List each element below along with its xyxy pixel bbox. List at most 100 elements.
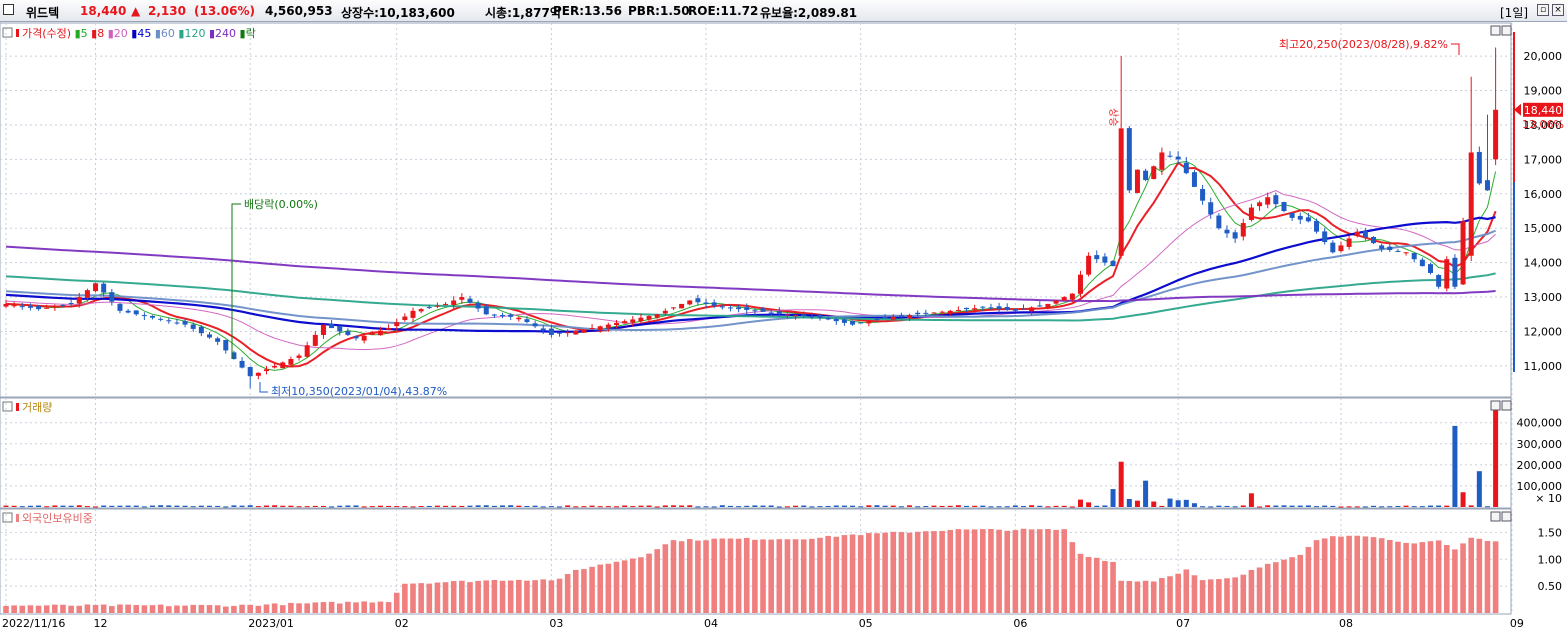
candle-body [516,317,522,320]
foreign-ratio-bar [353,602,359,613]
candle-body [1403,252,1409,254]
candle-body [1297,215,1303,220]
moving-average-lines [5,160,1497,371]
candle-body [589,328,595,330]
foreign-ratio-bar [418,583,424,613]
foreign-ratio-bar [84,604,91,613]
volume-bar [1281,505,1287,507]
price-axis-label: 14,000 [1524,257,1563,270]
foreign-ratio-bar [670,540,677,613]
volume-bar [1444,505,1450,507]
period-selector[interactable]: [1일] [1500,6,1529,20]
foreign-ratio-bar [312,602,319,613]
candle-body [377,330,383,336]
foreign-ratio-bar [1411,543,1418,613]
panel-controls[interactable] [1490,25,1512,522]
candle-body [1224,229,1230,234]
volume-bar [1436,505,1442,507]
legend-item-5: 5 [81,27,88,40]
volume-bars [3,410,1499,508]
legend-item-60: 60 [161,27,175,40]
candle-body [1436,275,1442,287]
foreign-ratio-bar [467,582,473,613]
select-checkbox[interactable] [3,4,14,15]
candle-body [1419,259,1425,267]
foreign-ratio-bar [817,537,823,613]
foreign-ratio-bar [589,566,595,613]
foreign-ratio-bars [3,528,1499,613]
foreign-ratio-bar [1484,541,1491,613]
volume-bar [239,505,245,507]
candle-body [1110,260,1116,267]
legend-swatch: ▮ [205,27,215,40]
candle-body [19,306,25,308]
candle-body [524,319,530,323]
foreign-ratio-bar [263,604,270,613]
price-axis-label: 19,000 [1524,85,1563,98]
foreign-ratio-bar [524,580,530,613]
maximize-icon[interactable]: ▫ [1537,4,1549,16]
volume-bar [1086,502,1092,507]
foreign-toggle-icon[interactable] [2,512,13,523]
foreign-ratio-bar [1256,567,1263,613]
volume-bar [1265,505,1271,507]
volume-bar [402,506,408,508]
panel-toggle-icon[interactable] [2,27,13,38]
volume-bar [1460,492,1466,507]
price-change: 2,130 [148,4,186,18]
volume-bar [630,506,636,508]
volume-bar [174,505,180,507]
volume-bar [1232,506,1238,508]
candle-body [1362,231,1368,238]
volume-bar [988,506,994,508]
ma-line-240 [5,245,1496,303]
foreign-ratio-bar [271,603,278,613]
candle-body [467,298,473,303]
foreign-ratio-bar [60,604,66,613]
foreign-ratio-bar [499,580,506,613]
volume-bar [589,505,595,507]
foreign-axis-label: 1.00 [1538,553,1563,566]
volume-bar [1151,501,1157,507]
volume-bar [11,505,17,507]
foreign-ratio-bar [890,531,897,613]
candle-body [833,318,839,322]
foreign-ratio-bar [654,549,660,613]
foreign-ratio-bar [931,531,937,613]
foreign-ratio-bar [133,605,140,613]
foreign-ratio-bar [540,579,547,613]
foreign-ratio-bar [385,602,392,613]
foreign-ratio-bar [1061,529,1067,613]
legend-swatch: ▮ [236,27,246,40]
foreign-ratio-bar [393,592,400,613]
volume-axis-label: 400,000 [1517,417,1563,430]
foreign-legend: 외국인보유비중 [2,512,93,525]
candlesticks [3,47,1499,389]
volume-bar [500,505,506,507]
volume-panel[interactable] [0,397,1512,509]
foreign-ratio-bar [980,529,986,613]
foreign-ratio-bar [1492,541,1499,613]
foreign-ratio-bar [581,569,587,613]
volume-bar [1476,471,1482,507]
date-label: 05 [859,617,873,630]
candle-body [475,302,481,309]
volume-bar [1134,500,1140,507]
volume-bar [1452,425,1458,507]
volume-toggle-icon[interactable] [2,401,13,412]
close-icon[interactable]: × [1552,4,1564,16]
volume-bar [605,506,611,508]
candle-body [353,336,359,339]
volume-bar [768,505,774,507]
volume-bar [850,505,856,507]
stock-name[interactable]: 위드텍 [26,6,60,20]
volume-bar [1428,505,1433,507]
candle-body [1021,308,1026,310]
price-axis-label: 13,000 [1524,291,1563,304]
candle-body [1094,255,1100,260]
candle-body [988,307,994,309]
candle-body [638,317,644,322]
candle-body [1273,195,1279,205]
foreign-ratio-bar [1102,561,1108,613]
volume-bar [166,505,172,507]
